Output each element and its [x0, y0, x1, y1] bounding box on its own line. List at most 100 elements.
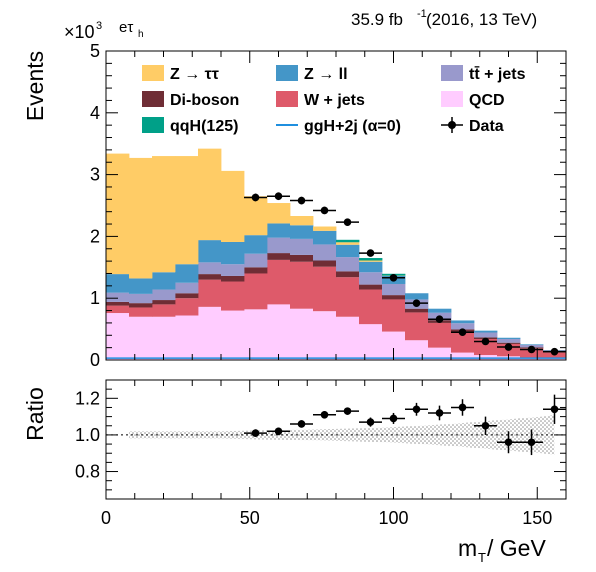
x-tick-label: 100 — [378, 508, 408, 528]
y-axis-label: Events — [22, 51, 48, 121]
bar-zll-bin-7 — [267, 223, 291, 238]
bar-diboson-bin-7 — [267, 253, 291, 260]
ratio-point — [244, 429, 267, 437]
bar-wjets-bin-14 — [428, 322, 452, 348]
legend-label-qcd: QCD — [469, 92, 505, 109]
bar-ttbar-bin-0 — [106, 292, 130, 302]
bar-diboson-bin-9 — [313, 260, 337, 267]
legend-label-diboson: Di-boson — [170, 92, 239, 109]
bar-diboson-bin-0 — [106, 301, 130, 306]
ratio-point — [543, 394, 566, 424]
legend-label-zll: Z → ll — [304, 66, 348, 83]
bar-zll-bin-9 — [313, 230, 337, 245]
bar-diboson-bin-6 — [244, 267, 268, 274]
channel-label: eτ — [119, 19, 133, 36]
data-point — [497, 343, 520, 351]
ratio-point — [520, 429, 543, 456]
data-point — [290, 196, 313, 205]
bar-ztt-bin-11 — [359, 260, 383, 262]
bar-ttbar-bin-17 — [497, 338, 521, 343]
bar-qqh-bin-11 — [359, 258, 383, 261]
bar-diboson-bin-13 — [405, 308, 429, 313]
bar-diboson-bin-8 — [290, 254, 314, 262]
bar-wjets-bin-5 — [221, 281, 245, 311]
main-plot-frame — [105, 50, 567, 361]
main-y-ticks: 0 1 2 3 4 5 — [90, 41, 566, 370]
bar-zll-bin-14 — [428, 308, 452, 313]
bar-qcd-bin-1 — [129, 316, 153, 360]
ratio-point — [336, 407, 359, 415]
bar-wjets-bin-8 — [290, 261, 314, 309]
main-plot-panel: 0 1 2 3 4 5 — [90, 41, 567, 370]
bar-diboson-bin-1 — [129, 303, 153, 308]
bar-qcd-bin-19 — [543, 358, 567, 360]
legend-swatch-zll — [276, 65, 298, 81]
bar-diboson-bin-3 — [175, 293, 199, 299]
bar-ztt-bin-3 — [175, 156, 199, 265]
bar-wjets-bin-4 — [198, 279, 222, 307]
data-point — [405, 299, 428, 307]
ratio-y-tick-label: 1.2 — [75, 388, 100, 408]
bar-ztt-bin-0 — [106, 153, 130, 275]
bar-ttbar-bin-9 — [313, 244, 337, 261]
ratio-plot-panel: 0.8 1.0 1.2 0 50 100 150 — [75, 379, 567, 528]
bar-ttbar-bin-5 — [221, 264, 245, 276]
bar-wjets-bin-7 — [267, 259, 291, 305]
bar-ztt-bin-4 — [198, 148, 222, 241]
x-tick-label: 0 — [101, 508, 111, 528]
bar-wjets-bin-9 — [313, 266, 337, 312]
bar-zll-bin-4 — [198, 240, 222, 263]
bar-zll-bin-10 — [336, 244, 360, 258]
bar-diboson-bin-11 — [359, 284, 383, 290]
bar-ztt-bin-7 — [267, 203, 291, 224]
bar-zll-bin-5 — [221, 241, 245, 265]
ratio-point — [405, 402, 428, 416]
lumi-power: -1 — [417, 8, 427, 20]
bar-wjets-bin-19 — [543, 352, 567, 359]
bar-ztt-bin-5 — [221, 170, 245, 242]
bar-wjets-bin-13 — [405, 312, 429, 341]
bar-wjets-bin-10 — [336, 277, 360, 317]
x-axis-label: m — [458, 535, 477, 561]
bar-ttbar-bin-4 — [198, 262, 222, 275]
data-point — [451, 328, 474, 336]
legend-swatch-ttbar — [441, 65, 463, 81]
y-exponent-power: 3 — [96, 20, 102, 32]
bar-qcd-bin-14 — [428, 347, 452, 360]
ratio-y-ticks: 0.8 1.0 1.2 — [75, 388, 566, 491]
legend-swatch-diboson — [142, 91, 164, 107]
bar-wjets-bin-1 — [129, 307, 153, 317]
bar-qcd-bin-9 — [313, 311, 337, 360]
bar-zll-bin-11 — [359, 261, 383, 273]
bar-zll-bin-17 — [497, 337, 521, 339]
legend-label-ttbar: tt̄ + jets — [469, 65, 526, 83]
bar-zll-bin-1 — [129, 278, 153, 294]
x-tick-label: 50 — [240, 508, 260, 528]
main-y-tick-label: 4 — [90, 103, 100, 123]
ratio-axis-label: Ratio — [22, 387, 48, 441]
ratio-point — [359, 417, 382, 427]
bar-diboson-bin-10 — [336, 271, 360, 278]
bar-qcd-bin-10 — [336, 316, 360, 360]
data-point — [428, 315, 451, 324]
bar-ttbar-bin-12 — [382, 283, 406, 296]
bar-ztt-bin-1 — [129, 157, 153, 279]
bar-ttbar-bin-1 — [129, 293, 153, 304]
bar-qcd-bin-11 — [359, 324, 383, 360]
bar-diboson-bin-12 — [382, 295, 406, 300]
main-y-tick-label: 3 — [90, 165, 100, 185]
bar-zll-bin-3 — [175, 264, 199, 283]
lumi-condition: (2016, 13 TeV) — [426, 10, 537, 29]
main-y-tick-label: 1 — [90, 288, 100, 308]
legend-swatch-data — [441, 117, 463, 133]
legend-label-ztt: Z → ττ — [170, 66, 219, 83]
x-tick-label: 150 — [522, 508, 552, 528]
bar-zll-bin-6 — [244, 235, 268, 254]
lumi-value: 35.9 fb — [351, 10, 403, 29]
ratio-point — [313, 410, 336, 419]
data-point — [244, 193, 267, 202]
legend-swatch-qqh — [142, 117, 164, 133]
bar-ttbar-bin-8 — [290, 238, 314, 255]
bar-qcd-bin-7 — [267, 304, 291, 360]
